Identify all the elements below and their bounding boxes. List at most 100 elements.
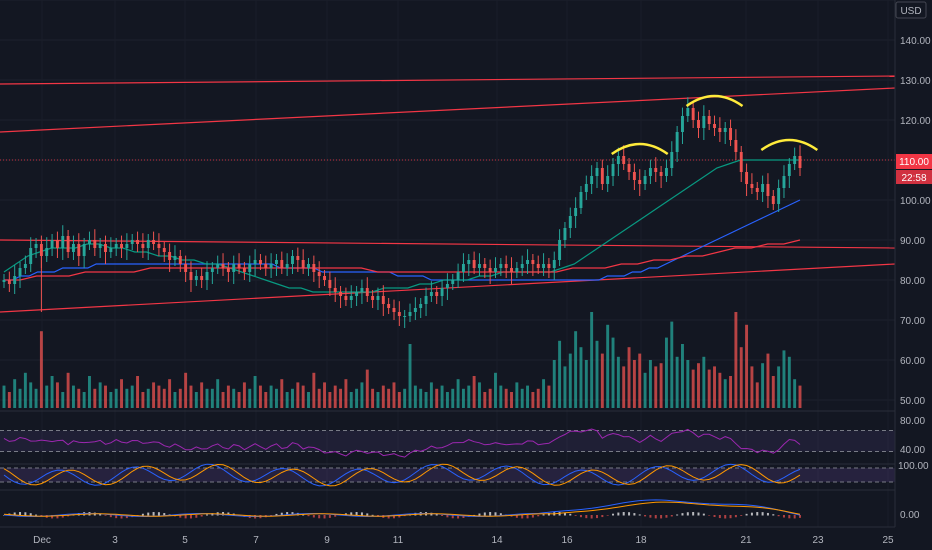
candle-body xyxy=(616,156,620,164)
volume-bar xyxy=(424,392,428,408)
macd-histogram-bar xyxy=(478,513,481,516)
volume-bar xyxy=(387,388,391,408)
candle-body xyxy=(413,308,417,312)
candle-body xyxy=(88,240,91,244)
candle-body xyxy=(782,176,786,188)
macd-histogram-bar xyxy=(147,512,150,516)
volume-bar xyxy=(333,385,337,408)
candle-body xyxy=(563,228,567,240)
volume-bar xyxy=(45,385,49,408)
candle-body xyxy=(681,116,684,132)
volume-bar xyxy=(50,376,54,408)
volume-bar xyxy=(71,385,75,408)
price-tick-label: 140.00 xyxy=(900,36,931,47)
macd-histogram-bar xyxy=(606,515,609,516)
candle-body xyxy=(349,296,353,300)
volume-bar xyxy=(445,392,449,408)
candle-body xyxy=(750,184,754,188)
trend-line xyxy=(0,75,896,85)
macd-histogram-bar xyxy=(633,513,636,516)
macd-histogram-bar xyxy=(724,515,727,519)
candle-body xyxy=(558,240,562,260)
candle-body xyxy=(622,156,626,164)
candle-body xyxy=(542,264,546,268)
volume-bar xyxy=(104,385,107,408)
macd-histogram-bar xyxy=(515,515,518,518)
volume-bar xyxy=(403,388,407,408)
volume-bar xyxy=(691,369,695,408)
candle-body xyxy=(798,156,802,168)
volume-bar xyxy=(296,382,300,408)
volume-bar xyxy=(253,376,257,408)
x-tick-16: 16 xyxy=(561,535,573,546)
candle-body xyxy=(718,128,722,132)
volume-bar xyxy=(317,388,321,408)
head-shoulders-arc xyxy=(685,94,744,108)
volume-bar xyxy=(494,372,497,408)
macd-histogram-bar xyxy=(563,512,566,516)
stoch-pane xyxy=(0,463,895,487)
candle-body xyxy=(488,268,492,272)
candle-body xyxy=(584,184,588,192)
candle-body xyxy=(526,260,530,264)
volume-bar xyxy=(61,392,65,408)
volume-bar xyxy=(478,382,481,408)
macd-histogram-bar xyxy=(697,512,700,516)
volume-bar xyxy=(552,360,556,408)
candle-body xyxy=(579,192,583,208)
candle-body xyxy=(221,264,225,268)
volume-bar xyxy=(2,385,6,408)
volume-bar xyxy=(120,379,123,408)
moving-average-line xyxy=(3,159,800,293)
volume-bar xyxy=(98,382,102,408)
candle-body xyxy=(274,260,278,264)
volume-bar xyxy=(542,379,546,408)
candle-body xyxy=(130,240,134,244)
rsi-band xyxy=(0,430,895,452)
candle-body xyxy=(173,256,177,260)
volume-bar xyxy=(643,372,647,408)
volume-bar xyxy=(349,392,353,408)
candle-body xyxy=(761,184,765,192)
time-axis[interactable]: Dec 3 5 7 9 11 14 16 18 21 23 25 xyxy=(0,526,895,546)
volume-bar xyxy=(419,388,423,408)
macd-histogram-bar xyxy=(782,515,785,518)
candle-body xyxy=(264,264,268,268)
price-tick-label: 120.00 xyxy=(900,116,931,127)
macd-histogram-bar xyxy=(499,513,502,516)
macd-histogram-bar xyxy=(323,515,326,519)
candle-body xyxy=(397,312,401,316)
volume-bar xyxy=(141,392,145,408)
macd-histogram-bar xyxy=(99,513,102,516)
volume-bar xyxy=(125,388,129,408)
volume-bar xyxy=(755,382,759,408)
volume-bar xyxy=(344,379,348,408)
macd-histogram-bar xyxy=(788,515,791,519)
candle-body xyxy=(739,152,743,172)
candle-body xyxy=(285,264,289,268)
macd-histogram-bar xyxy=(740,515,743,516)
candle-body xyxy=(162,248,166,252)
macd-histogram-bar xyxy=(366,513,369,516)
candle-body xyxy=(23,264,27,268)
volume-bar xyxy=(301,385,305,408)
volume-bar xyxy=(205,388,209,408)
macd-histogram-bar xyxy=(280,512,283,516)
macd-histogram-bar xyxy=(531,515,534,518)
macd-histogram-bar xyxy=(392,515,395,519)
macd-histogram-bar xyxy=(152,512,155,516)
candle-body xyxy=(627,164,631,172)
volume-bar xyxy=(648,360,652,408)
volume-bar xyxy=(88,376,91,408)
volume-bar xyxy=(93,388,97,408)
volume-bar xyxy=(413,385,417,408)
volume-bar xyxy=(221,392,225,408)
volume-bar xyxy=(237,392,241,408)
volume-bar xyxy=(136,376,140,408)
volume-bar xyxy=(109,392,113,408)
volume-bar xyxy=(194,392,198,408)
price-tick-label: 100.00 xyxy=(900,196,931,207)
candle-body xyxy=(355,292,359,296)
volume-bar xyxy=(13,379,17,408)
